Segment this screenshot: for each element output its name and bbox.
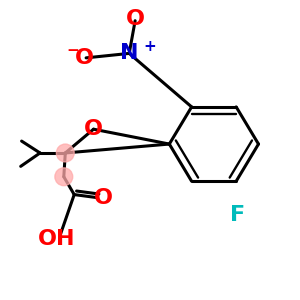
Text: −: − [66, 43, 79, 58]
Circle shape [55, 168, 73, 186]
Text: O: O [84, 119, 103, 139]
Circle shape [56, 144, 74, 162]
Text: O: O [75, 48, 94, 68]
Text: O: O [126, 9, 145, 29]
Text: O: O [94, 188, 112, 208]
Text: N: N [120, 44, 138, 63]
Text: F: F [230, 206, 245, 225]
Text: +: + [143, 39, 156, 54]
Text: OH: OH [38, 229, 75, 249]
